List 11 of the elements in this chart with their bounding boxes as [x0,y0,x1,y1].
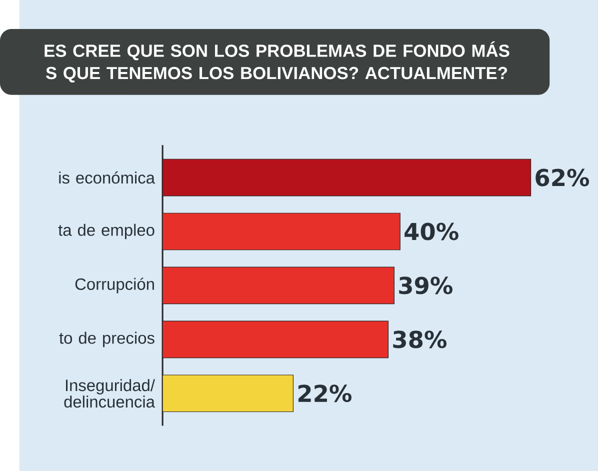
data-label: 62% [536,168,590,186]
data-label: 39% [399,276,452,294]
y-tick-label: is económica [59,171,155,184]
y-tick-label: Inseguridad/ delincuencia [64,379,155,408]
data-label: 22% [298,384,352,402]
y-tick-label: Corrupción [75,278,154,294]
data-label: 38% [393,330,447,348]
y-tick-label: ta de empleo [58,224,154,240]
y-tick-label: to de precios [59,332,154,347]
chart-title: ES CREE QUE SON LOS PROBLEMAS DE FONDO MÁS S QUE TENEMOS LOS BOLIVIANOS? ACTUALMENTE? [44,41,510,82]
data-label: 40% [404,222,458,240]
